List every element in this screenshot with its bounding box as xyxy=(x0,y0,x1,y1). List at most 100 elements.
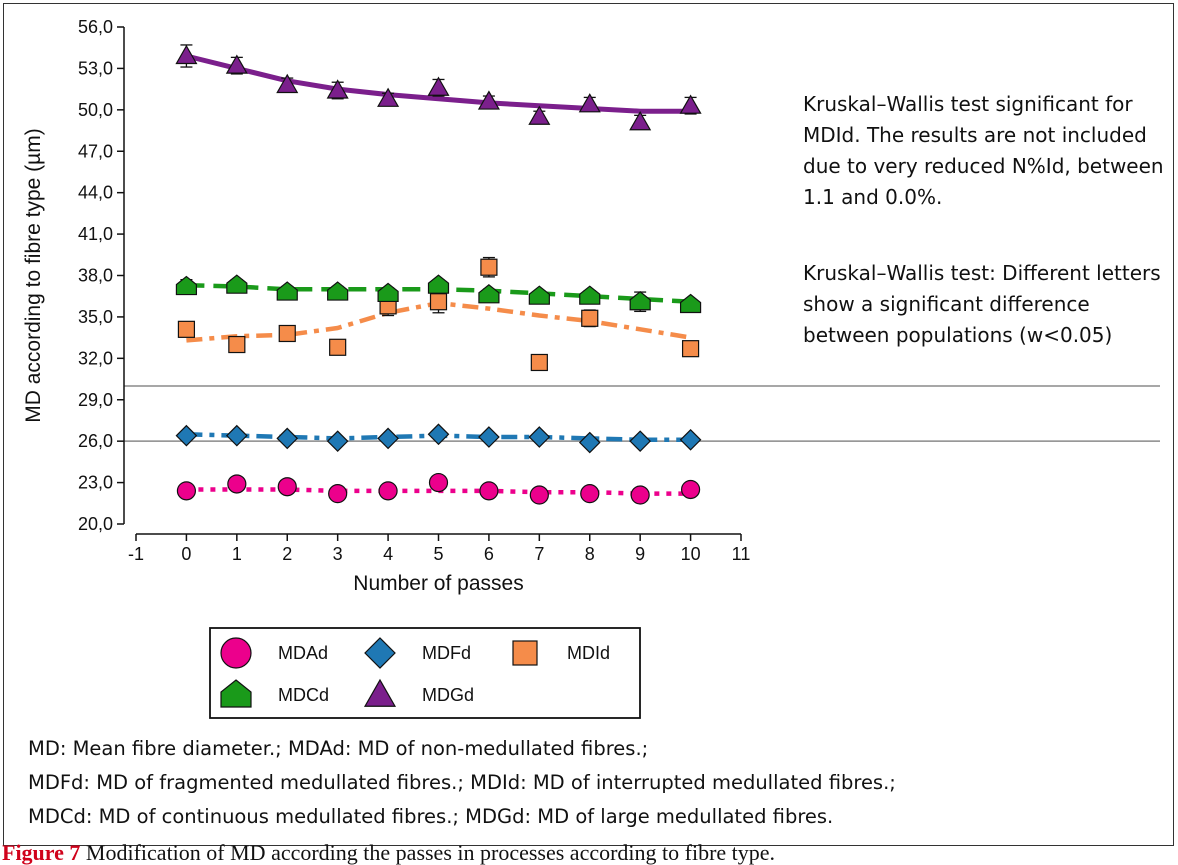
data-point-mdcd xyxy=(226,274,248,294)
data-point-mdgd xyxy=(528,105,551,125)
data-point-mdad xyxy=(277,477,297,497)
data-point-mdgd xyxy=(578,93,601,113)
legend-label-mdgd: MDGd xyxy=(422,685,474,705)
y-tick-label: 23,0 xyxy=(78,473,113,493)
caption-text: Modification of MD according the passes … xyxy=(80,840,776,865)
data-point-mdad xyxy=(328,484,348,504)
data-point-mdcd xyxy=(679,293,702,314)
legend-marker-mdad xyxy=(220,637,252,669)
data-point-mdgd xyxy=(326,79,349,99)
y-tick-label: 50,0 xyxy=(78,100,113,120)
data-point-mdcd xyxy=(327,281,349,301)
x-tick-label: 9 xyxy=(635,544,645,564)
data-point-mdfd xyxy=(225,424,248,447)
data-point-mdgd xyxy=(276,73,299,94)
legend-marker-mdid xyxy=(512,640,538,666)
data-point-mdgd xyxy=(175,44,198,65)
x-tick-label: 10 xyxy=(681,544,701,564)
x-tick-label: 11 xyxy=(732,544,751,564)
data-point-mdid xyxy=(177,320,196,338)
data-point-mdfd xyxy=(377,427,399,450)
footnote-line: MDFd: MD of fragmented medullated fibres… xyxy=(28,771,896,794)
data-point-mdfd xyxy=(478,426,500,448)
y-tick-label: 20,0 xyxy=(78,514,113,534)
data-point-mdcd xyxy=(579,285,601,305)
legend: MDAd MDFd MDId MDCd MDGd xyxy=(209,627,641,719)
legend-marker-mdgd xyxy=(363,678,397,707)
data-point-mdcd xyxy=(478,284,500,304)
legend-box xyxy=(209,627,641,719)
x-tick-label: 3 xyxy=(333,544,343,564)
data-point-mdgd xyxy=(629,111,652,131)
data-point-mdid xyxy=(329,338,347,356)
data-point-mdad xyxy=(176,481,197,501)
data-point-mdad xyxy=(580,484,600,504)
x-tick-label: -1 xyxy=(128,544,144,564)
legend-marker-mdcd xyxy=(220,679,252,708)
figure-caption: Figure 7 Modification of MD according th… xyxy=(2,842,775,864)
data-point-mdid xyxy=(429,293,448,311)
x-tick-label: 7 xyxy=(534,544,544,564)
line-chart: 20,0 23,0 26,0 29,0 32,0 35,0 38,0 41,0 44,0 47,0… xyxy=(22,17,1160,719)
x-tick-label: 4 xyxy=(383,544,393,564)
data-point-mdad xyxy=(227,474,247,494)
x-tick-label: 5 xyxy=(433,544,443,564)
x-tick-label: 8 xyxy=(585,544,595,564)
x-tick-label: 6 xyxy=(484,544,494,564)
data-point-mdad xyxy=(630,485,650,505)
data-point-mdid xyxy=(480,258,498,276)
footnotes: MD: Mean fibre diameter.; MDAd: MD of no… xyxy=(28,732,896,834)
data-point-mdgd xyxy=(427,76,450,96)
y-axis-title: MD according to fibre type (µm) xyxy=(22,128,45,423)
y-tick-label: 26,0 xyxy=(78,431,113,451)
data-point-mdad xyxy=(378,481,398,501)
y-tick-label: 44,0 xyxy=(78,183,113,203)
x-tick-label: 2 xyxy=(282,544,292,564)
footnote-line: MD: Mean fibre diameter.; MDAd: MD of no… xyxy=(28,737,649,760)
kruskal-note-2: Kruskal–Wallis test: Different letters s… xyxy=(803,261,1161,347)
data-point-mdad xyxy=(680,479,701,500)
kruskal-note-1: Kruskal–Wallis test significant for MDId… xyxy=(803,92,1164,209)
data-point-mdfd xyxy=(276,427,299,450)
legend-label-mdad: MDAd xyxy=(278,643,328,663)
y-tick-label: 47,0 xyxy=(78,141,113,161)
data-point-mdid xyxy=(530,353,548,372)
y-tick-label: 53,0 xyxy=(78,58,113,78)
footnote-line: MDCd: MD of continuous medullated fibres… xyxy=(28,805,834,828)
data-point-mdfd xyxy=(578,431,601,454)
data-point-mdcd xyxy=(528,285,550,305)
data-point-mdcd xyxy=(427,274,450,294)
legend-label-mdcd: MDCd xyxy=(278,685,329,705)
data-point-mdid xyxy=(681,340,700,358)
y-tick-label: 41,0 xyxy=(78,224,113,244)
y-tick-label: 29,0 xyxy=(78,390,113,410)
y-tick-label: 38,0 xyxy=(78,266,113,286)
x-axis-title: Number of passes xyxy=(353,572,523,595)
y-tick-label: 35,0 xyxy=(78,307,113,327)
y-tick-label: 56,0 xyxy=(78,17,113,37)
data-point-mdgd xyxy=(377,87,400,107)
data-point-mdfd xyxy=(427,423,450,446)
data-point-mdad xyxy=(479,481,499,501)
data-point-mdid xyxy=(278,324,296,343)
data-point-mdcd xyxy=(629,290,651,311)
trend-line-mdgd xyxy=(185,53,691,114)
data-point-mdgd xyxy=(679,94,702,114)
data-point-mdad xyxy=(529,485,549,505)
data-point-mdcd xyxy=(175,275,198,296)
data-point-mdgd xyxy=(477,90,500,110)
data-point-mdfd xyxy=(326,430,349,453)
plot-area: 20,0 23,0 26,0 29,0 32,0 35,0 38,0 41,0 44,0 47,0… xyxy=(22,17,1160,595)
data-point-mdfd xyxy=(629,430,652,453)
data-point-mdcd xyxy=(276,281,298,301)
figure-label: Figure 7 xyxy=(2,840,81,865)
legend-marker-mdfd xyxy=(364,637,396,669)
data-point-mdid xyxy=(228,335,246,354)
x-tick-label: 1 xyxy=(232,544,242,564)
data-point-mdgd xyxy=(225,54,248,74)
data-point-mdfd xyxy=(175,424,198,447)
data-point-mdfd xyxy=(528,426,551,448)
data-point-mdad xyxy=(428,472,449,493)
data-point-mdcd xyxy=(377,282,399,303)
legend-label-mdid: MDId xyxy=(567,643,610,663)
